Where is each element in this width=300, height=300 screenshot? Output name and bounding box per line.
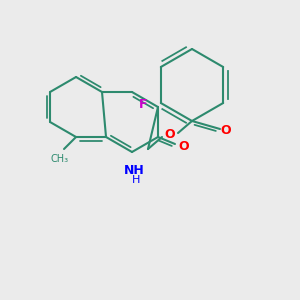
Text: NH: NH bbox=[124, 164, 144, 176]
Text: O: O bbox=[165, 128, 175, 142]
Text: O: O bbox=[179, 140, 189, 152]
Text: F: F bbox=[139, 98, 147, 112]
Text: H: H bbox=[132, 175, 140, 185]
Text: O: O bbox=[221, 124, 231, 136]
Text: CH₃: CH₃ bbox=[51, 154, 69, 164]
